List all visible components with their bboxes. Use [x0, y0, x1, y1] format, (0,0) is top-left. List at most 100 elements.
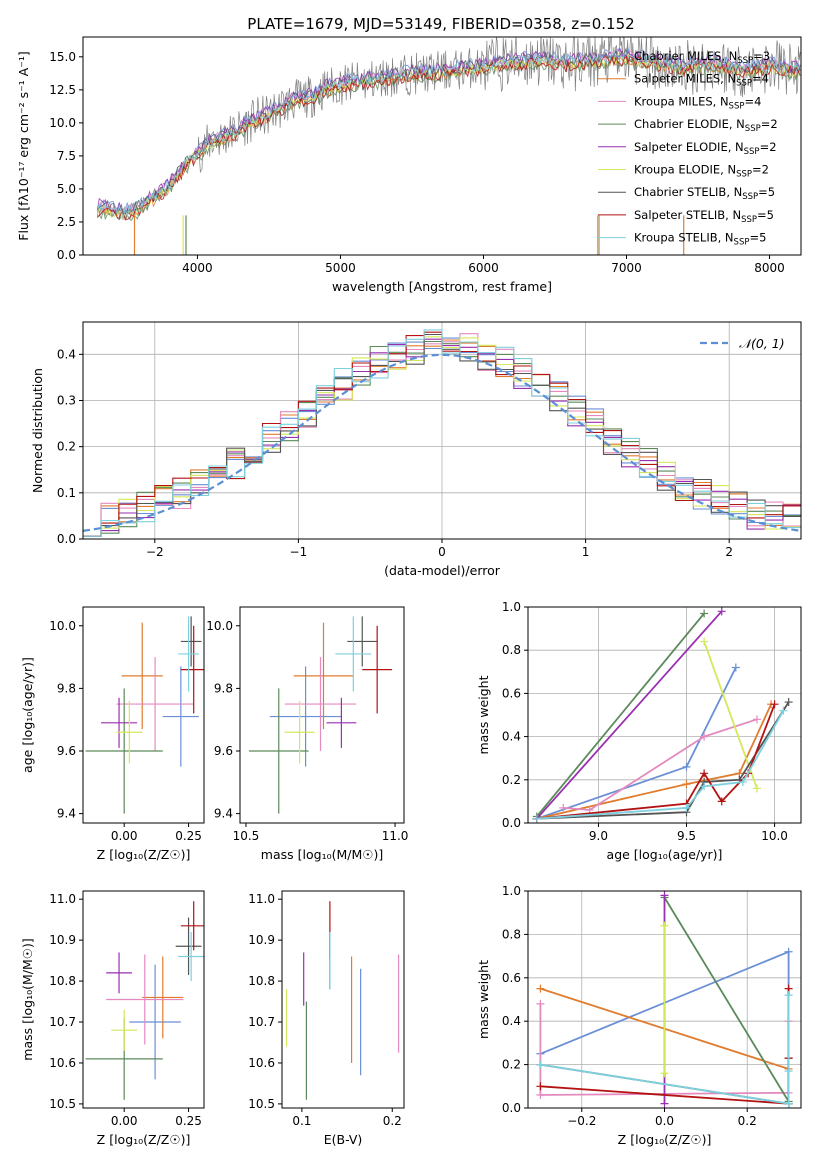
x-tick-label: 5000 [325, 261, 356, 275]
weight-line-kroupa-stelib-marker [536, 1060, 545, 1069]
x-tick-label: 0.2 [383, 1114, 402, 1128]
weight-line-kroupa-stelib-marker [532, 814, 541, 823]
y-axis-label: Flux [fλ10⁻¹⁷ erg cm⁻² s⁻¹ A⁻¹] [16, 51, 31, 240]
x-tick-label: 10.5 [233, 829, 260, 843]
y-tick-label: 10.5 [49, 1097, 76, 1111]
y-tick-label: 0.8 [502, 643, 521, 657]
axes-frame [82, 36, 802, 256]
x-tick-label: 4000 [182, 261, 213, 275]
errorbar-salpeter-elodie [101, 697, 138, 748]
y-tick-label: 0.3 [57, 393, 76, 407]
errorbar-salpeter-stelib [180, 901, 204, 951]
weight-line-chabrier-stelib [536, 701, 790, 820]
y-tick-label: 9.4 [214, 807, 233, 821]
plot-area-spectrum [96, 37, 801, 255]
weight-line-kroupa-stelib-marker [779, 706, 788, 715]
y-axis-label: Normed distribution [30, 368, 45, 493]
legend-label-chabrier-miles: Chabrier MILES, NSSP=3 [634, 49, 770, 66]
y-tick-label: 0.4 [502, 1014, 521, 1028]
x-tick-label: 11.0 [382, 829, 409, 843]
x-axis-label: Z [log₁₀(Z/Z☉)] [97, 847, 191, 862]
weight-line-kroupa-elodie-marker [752, 784, 761, 793]
y-tick-label: 0.0 [57, 248, 76, 262]
y-tick-label: 1.0 [502, 884, 521, 898]
y-tick-label: 9.6 [57, 744, 76, 758]
y-tick-label: 0.0 [502, 816, 521, 830]
legend-label-salpeter-elodie: Salpeter ELODIE, NSSP=2 [634, 140, 777, 157]
y-tick-label: 0.0 [57, 532, 76, 546]
errorbar-kroupa-miles [284, 657, 357, 751]
x-tick-label: 0.00 [111, 829, 138, 843]
y-tick-label: 2.5 [57, 215, 76, 229]
y-axis-label: mass weight [476, 675, 491, 754]
errorbar-salpeter-elodie [326, 697, 357, 748]
errorbar-chabrier-stelib [180, 616, 202, 667]
weight-line-kroupa-stelib [540, 995, 790, 1105]
x-tick-label: 0 [438, 545, 446, 559]
y-tick-label: 0.1 [57, 486, 76, 500]
errorbar-chabrier-elodie [248, 688, 309, 814]
x-tick-label: 0.25 [175, 1114, 202, 1128]
errorbar-salpeter-stelib [180, 625, 204, 714]
weight-line-chabrier-miles-marker [784, 947, 793, 956]
panel-age_vs_Z: 0.00 0.25 9.4 9.6 9.8 10.0 Z [log₁₀(Z/Z☉)] age … [20, 606, 205, 862]
weight-line-chabrier-elodie-marker [700, 609, 709, 618]
errorbar-chabrier-stelib [347, 616, 378, 667]
legend-label-salpeter-miles: Salpeter MILES, NSSP=4 [634, 72, 769, 89]
y-tick-label: 0.8 [502, 927, 521, 941]
weight-line-salpeter-miles-marker [536, 984, 545, 993]
panel-weight_vs_Z: −0.2 0.0 0.2 0.0 0.2 0.4 0.6 0.8 1.0 Z [log₁₀(Z/Z… [476, 884, 802, 1147]
weight-line-salpeter-elodie-marker [660, 1099, 669, 1108]
x-tick-label: 7000 [611, 261, 642, 275]
errorbar-chabrier-elodie [85, 688, 163, 814]
y-tick-label: 10.5 [248, 1097, 275, 1111]
weight-line-salpeter-elodie-marker [660, 891, 669, 900]
weight-line-salpeter-elodie [536, 610, 723, 820]
weight-line-salpeter-miles [536, 703, 772, 820]
x-axis-label: wavelength [Angstrom, rest frame] [332, 279, 552, 294]
model-line-salpeter-stelib [97, 53, 801, 220]
x-tick-label: 6000 [468, 261, 499, 275]
y-tick-label: 12.5 [49, 83, 76, 97]
errorbar-chabrier-miles [269, 666, 342, 767]
y-axis-label: mass [log₁₀(M/M☉)] [20, 938, 35, 1060]
y-tick-label: 1.0 [502, 600, 521, 614]
x-axis-label: mass [log₁₀(M/M☉)] [261, 847, 383, 862]
x-tick-label: −2 [146, 545, 164, 559]
errorbar-kroupa-miles [106, 954, 184, 1045]
y-tick-label: 0.2 [57, 440, 76, 454]
legend-label-salpeter-stelib: Salpeter STELIB, NSSP=5 [634, 208, 774, 225]
y-tick-label: 0.0 [502, 1101, 521, 1115]
errorbar-kroupa-stelib [178, 616, 199, 692]
x-tick-label: −1 [290, 545, 308, 559]
x-axis-label: (data-model)/error [384, 563, 501, 578]
plot-area-residuals [83, 329, 801, 537]
y-tick-label: 0.6 [502, 686, 521, 700]
weight-line-kroupa-stelib-marker [700, 782, 709, 791]
y-tick-label: 10.6 [49, 1056, 76, 1070]
y-tick-label: 10.9 [49, 933, 76, 947]
errorbar-chabrier-miles [129, 964, 181, 1080]
panel-spectrum: 4000 5000 6000 7000 8000 0.0 2.5 5.0 7.5 10.0 12.5… [16, 36, 802, 294]
weight-line-chabrier-elodie [536, 612, 705, 818]
weight-line-kroupa-miles [563, 718, 758, 811]
weight-line-salpeter-stelib-marker [717, 797, 726, 806]
errorbar-salpeter-elodie [106, 952, 132, 994]
legend-label-chabrier-elodie: Chabrier ELODIE, NSSP=2 [634, 117, 778, 134]
x-tick-label: 8000 [754, 261, 785, 275]
x-tick-label: 10.0 [761, 829, 788, 843]
gaussian-curve [83, 353, 801, 532]
weight-line-kroupa-elodie [703, 641, 758, 789]
errorbar-kroupa-elodie [111, 1009, 138, 1051]
y-tick-label: 9.8 [214, 681, 233, 695]
legend-label-kroupa-stelib: Kroupa STELIB, NSSP=5 [634, 231, 766, 248]
plot-area-mass_vs_ebv [285, 901, 400, 1100]
panel-residuals: −2 −1 0 1 2 0.0 0.1 0.2 0.3 0.4 (data-model)/error… [30, 321, 802, 578]
x-axis-label: age [log₁₀(age/yr)] [607, 847, 723, 862]
x-tick-label: 9.0 [589, 829, 608, 843]
x-tick-label: 0.1 [292, 1114, 311, 1128]
y-tick-label: 10.7 [49, 1015, 76, 1029]
x-tick-label: −0.2 [567, 1114, 596, 1128]
errorbar-chabrier-stelib [175, 917, 202, 975]
axes-frame [82, 890, 205, 1109]
